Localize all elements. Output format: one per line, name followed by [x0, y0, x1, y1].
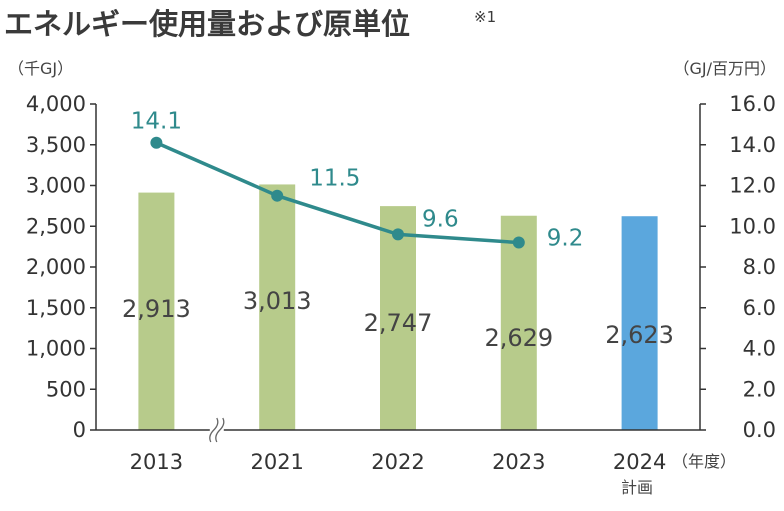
plan-note: 計画 — [621, 478, 653, 497]
line-value-label: 11.5 — [309, 166, 360, 192]
axis-break-mark — [215, 417, 225, 443]
right-tick-label: 12.0 — [729, 174, 776, 198]
chart-title-note: ※1 — [474, 8, 496, 26]
chart-title: エネルギー使用量および原単位 — [4, 7, 410, 41]
right-tick-label: 4.0 — [743, 337, 776, 361]
left-tick-label: 0 — [73, 418, 86, 442]
left-axis-unit: （千GJ） — [8, 59, 73, 78]
bar-value-label: 3,013 — [243, 287, 312, 315]
left-tick-label: 1,000 — [26, 337, 86, 361]
line-point — [512, 236, 525, 249]
right-tick-label: 10.0 — [729, 214, 776, 238]
plot-area: 0 500 1,000 1,500 2,000 2,500 3,000 3,500 4,000 0… — [26, 92, 776, 474]
x-tick-label: 2024 — [613, 450, 666, 474]
right-tick-label: 2.0 — [743, 377, 776, 401]
bar — [380, 206, 416, 430]
left-tick-label: 500 — [46, 377, 86, 401]
bar — [621, 216, 658, 430]
line-value-label: 9.2 — [547, 226, 584, 252]
bar — [500, 215, 537, 430]
left-tick-label: 3,000 — [26, 174, 86, 198]
x-tick-label: 2022 — [371, 450, 424, 474]
x-tick-label: 2023 — [492, 450, 545, 474]
x-axis-unit: （年度） — [672, 452, 736, 471]
right-tick-label: 8.0 — [743, 255, 776, 279]
right-tick-label: 6.0 — [743, 296, 776, 320]
left-tick-label: 4,000 — [26, 92, 86, 116]
line-point — [150, 136, 163, 149]
x-tick-label: 2013 — [130, 450, 183, 474]
intensity-line — [155, 141, 519, 245]
bar — [259, 184, 296, 430]
bar-value-label: 2,913 — [122, 295, 191, 323]
right-tick-label: 14.0 — [729, 133, 776, 157]
right-axis-unit: （GJ/百万円） — [673, 59, 776, 78]
line-point — [392, 228, 404, 241]
left-tick-label: 2,000 — [26, 255, 86, 279]
right-tick-label: 16.0 — [729, 92, 776, 116]
line-point — [271, 189, 284, 202]
right-tick-label: 0.0 — [743, 418, 776, 442]
bar-value-label: 2,747 — [364, 309, 433, 337]
left-tick-label: 3,500 — [26, 133, 86, 157]
line-value-label: 14.1 — [131, 109, 182, 135]
axis-break-gap — [209, 416, 224, 444]
bar — [138, 192, 175, 430]
line-value-label: 9.6 — [422, 206, 459, 232]
axis-break-mark — [209, 417, 219, 443]
left-tick-label: 2,500 — [26, 214, 86, 238]
x-tick-label: 2021 — [250, 450, 303, 474]
bar-value-label: 2,623 — [605, 321, 674, 349]
bar-value-label: 2,629 — [484, 324, 553, 352]
left-tick-label: 1,500 — [26, 296, 86, 320]
